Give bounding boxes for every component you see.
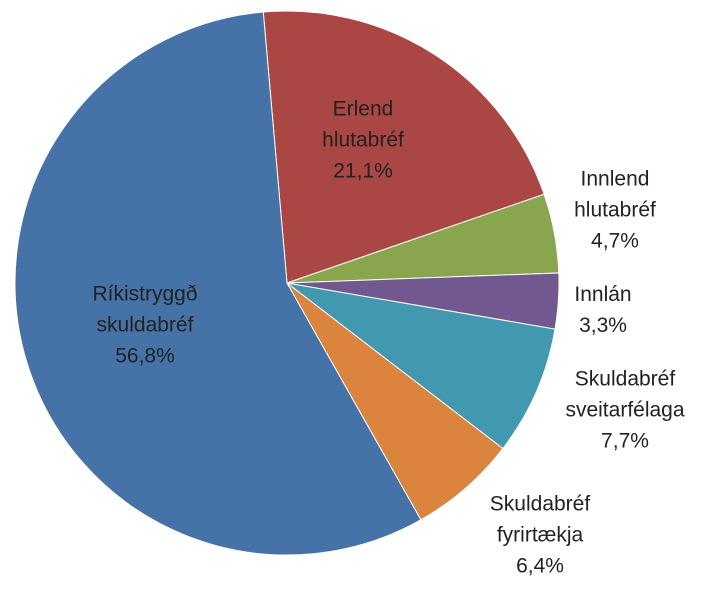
slice-label: Skuldabréf sveitarfélaga 7,7%	[565, 364, 684, 457]
category-label: Erlend hlutabréf	[322, 97, 404, 152]
slice-label: Skuldabréf fyrirtækja 6,4%	[490, 489, 590, 582]
slice-label: Innlán 3,3%	[574, 279, 631, 341]
category-label: Skuldabréf fyrirtækja	[489, 492, 591, 547]
pie-slice	[14, 11, 422, 556]
value-label: 6,4%	[516, 554, 564, 578]
value-label: 3,3%	[579, 314, 627, 337]
value-label: 56,8%	[115, 344, 175, 368]
category-label: Skuldabréf sveitarfélaga	[565, 367, 685, 422]
category-label: Innlán	[574, 283, 632, 306]
slice-label: Innlend hlutabréf 4,7%	[574, 164, 656, 257]
value-label: 7,7%	[601, 429, 649, 453]
category-label: Innlend hlutabréf	[574, 167, 656, 222]
category-label: Ríkistryggð skuldabréf	[92, 282, 198, 337]
slice-label: Erlend hlutabréf 21,1%	[322, 94, 404, 187]
value-label: 21,1%	[333, 159, 393, 183]
pie-slice	[262, 10, 545, 284]
slice-label: Ríkistryggð skuldabréf 56,8%	[92, 279, 197, 372]
value-label: 4,7%	[591, 229, 639, 253]
pie-slice	[286, 282, 556, 450]
